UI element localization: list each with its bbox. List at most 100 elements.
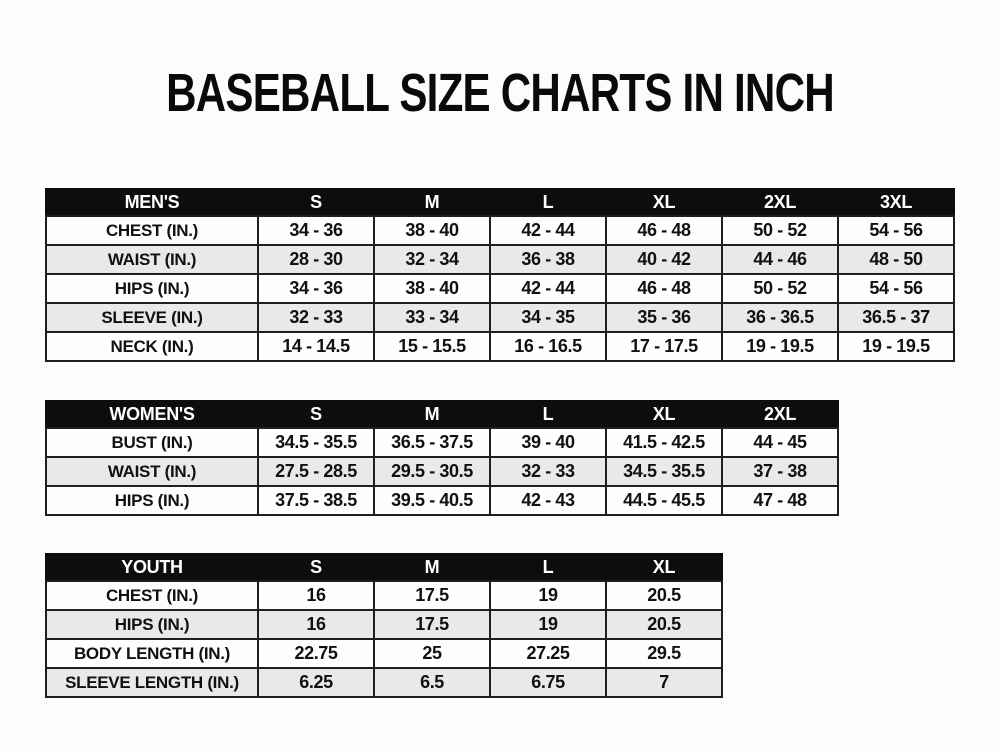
- size-cell: 48 - 50: [837, 244, 955, 275]
- size-cell: 36 - 38: [489, 244, 607, 275]
- row-label: CHEST (IN.): [45, 580, 259, 611]
- size-cell: 15 - 15.5: [373, 331, 491, 362]
- size-cell: 33 - 34: [373, 302, 491, 333]
- size-cell: 20.5: [605, 580, 723, 611]
- size-cell: 16: [257, 580, 375, 611]
- size-cell: 42 - 44: [489, 215, 607, 246]
- column-header: M: [373, 188, 491, 217]
- size-cell: 27.25: [489, 638, 607, 669]
- table-row: WAIST (IN.) 28 - 30 32 - 34 36 - 38 40 - 42 4…: [45, 244, 955, 275]
- size-cell: 36 - 36.5: [721, 302, 839, 333]
- size-cell: 22.75: [257, 638, 375, 669]
- column-header: 3XL: [837, 188, 955, 217]
- size-cell: 6.5: [373, 667, 491, 698]
- size-cell: 25: [373, 638, 491, 669]
- size-cell: 37 - 38: [721, 456, 839, 487]
- table-row: SLEEVE LENGTH (IN.) 6.25 6.5 6.75 7: [45, 667, 723, 698]
- size-cell: 34 - 35: [489, 302, 607, 333]
- size-cell: 50 - 52: [721, 215, 839, 246]
- size-cell: 47 - 48: [721, 485, 839, 516]
- size-cell: 29.5: [605, 638, 723, 669]
- row-label: BODY LENGTH (IN.): [45, 638, 259, 669]
- youth-size-table-container: YOUTH S M L XL CHEST (IN.) 16 17.5 19 20.5 HIPS (I…: [45, 553, 723, 698]
- table-row: HIPS (IN.) 16 17.5 19 20.5: [45, 609, 723, 640]
- size-cell: 36.5 - 37.5: [373, 427, 491, 458]
- size-cell: 16: [257, 609, 375, 640]
- size-cell: 34.5 - 35.5: [257, 427, 375, 458]
- size-cell: 39.5 - 40.5: [373, 485, 491, 516]
- column-header: M: [373, 553, 491, 582]
- size-cell: 38 - 40: [373, 215, 491, 246]
- column-header: L: [489, 400, 607, 429]
- size-cell: 39 - 40: [489, 427, 607, 458]
- table-row: WAIST (IN.) 27.5 - 28.5 29.5 - 30.5 32 - 33…: [45, 456, 839, 487]
- size-cell: 19 - 19.5: [721, 331, 839, 362]
- row-label: HIPS (IN.): [45, 485, 259, 516]
- size-cell: 36.5 - 37: [837, 302, 955, 333]
- size-cell: 41.5 - 42.5: [605, 427, 723, 458]
- header-row: YOUTH S M L XL: [45, 553, 723, 582]
- column-header: S: [257, 400, 375, 429]
- size-cell: 46 - 48: [605, 215, 723, 246]
- group-header: WOMEN'S: [45, 400, 259, 429]
- size-cell: 40 - 42: [605, 244, 723, 275]
- row-label: BUST (IN.): [45, 427, 259, 458]
- size-cell: 17.5: [373, 580, 491, 611]
- size-cell: 14 - 14.5: [257, 331, 375, 362]
- row-label: SLEEVE (IN.): [45, 302, 259, 333]
- size-cell: 19 - 19.5: [837, 331, 955, 362]
- size-cell: 32 - 33: [489, 456, 607, 487]
- table-row: CHEST (IN.) 34 - 36 38 - 40 42 - 44 46 - 48 5…: [45, 215, 955, 246]
- row-label: CHEST (IN.): [45, 215, 259, 246]
- size-cell: 16 - 16.5: [489, 331, 607, 362]
- womens-size-table-container: WOMEN'S S M L XL 2XL BUST (IN.) 34.5 - 35.5 36.5…: [45, 400, 839, 516]
- table-row: HIPS (IN.) 37.5 - 38.5 39.5 - 40.5 42 - 43 4…: [45, 485, 839, 516]
- mens-size-table: MEN'S S M L XL 2XL 3XL CHEST (IN.) 34 - 36 38 - 4…: [45, 188, 955, 362]
- size-cell: 54 - 56: [837, 215, 955, 246]
- size-cell: 17.5: [373, 609, 491, 640]
- mens-size-table-container: MEN'S S M L XL 2XL 3XL CHEST (IN.) 34 - 36 38 - 4…: [45, 188, 955, 362]
- size-cell: 28 - 30: [257, 244, 375, 275]
- size-cell: 37.5 - 38.5: [257, 485, 375, 516]
- size-cell: 19: [489, 609, 607, 640]
- size-cell: 54 - 56: [837, 273, 955, 304]
- size-cell: 7: [605, 667, 723, 698]
- column-header: L: [489, 188, 607, 217]
- size-cell: 38 - 40: [373, 273, 491, 304]
- column-header: S: [257, 553, 375, 582]
- size-cell: 34.5 - 35.5: [605, 456, 723, 487]
- size-cell: 32 - 33: [257, 302, 375, 333]
- size-cell: 42 - 44: [489, 273, 607, 304]
- size-cell: 27.5 - 28.5: [257, 456, 375, 487]
- size-cell: 6.75: [489, 667, 607, 698]
- size-cell: 44 - 45: [721, 427, 839, 458]
- size-cell: 34 - 36: [257, 215, 375, 246]
- size-cell: 46 - 48: [605, 273, 723, 304]
- column-header: 2XL: [721, 400, 839, 429]
- table-row: NECK (IN.) 14 - 14.5 15 - 15.5 16 - 16.5 17 …: [45, 331, 955, 362]
- size-cell: 50 - 52: [721, 273, 839, 304]
- size-cell: 19: [489, 580, 607, 611]
- row-label: SLEEVE LENGTH (IN.): [45, 667, 259, 698]
- column-header: 2XL: [721, 188, 839, 217]
- row-label: WAIST (IN.): [45, 244, 259, 275]
- table-row: BODY LENGTH (IN.) 22.75 25 27.25 29.5: [45, 638, 723, 669]
- size-cell: 29.5 - 30.5: [373, 456, 491, 487]
- header-row: WOMEN'S S M L XL 2XL: [45, 400, 839, 429]
- row-label: NECK (IN.): [45, 331, 259, 362]
- size-cell: 42 - 43: [489, 485, 607, 516]
- group-header: YOUTH: [45, 553, 259, 582]
- size-cell: 20.5: [605, 609, 723, 640]
- womens-size-table: WOMEN'S S M L XL 2XL BUST (IN.) 34.5 - 35.5 36.5…: [45, 400, 839, 516]
- column-header: S: [257, 188, 375, 217]
- column-header: XL: [605, 553, 723, 582]
- group-header: MEN'S: [45, 188, 259, 217]
- row-label: HIPS (IN.): [45, 273, 259, 304]
- row-label: WAIST (IN.): [45, 456, 259, 487]
- header-row: MEN'S S M L XL 2XL 3XL: [45, 188, 955, 217]
- size-cell: 34 - 36: [257, 273, 375, 304]
- size-cell: 44 - 46: [721, 244, 839, 275]
- size-cell: 32 - 34: [373, 244, 491, 275]
- youth-size-table: YOUTH S M L XL CHEST (IN.) 16 17.5 19 20.5 HIPS (I…: [45, 553, 723, 698]
